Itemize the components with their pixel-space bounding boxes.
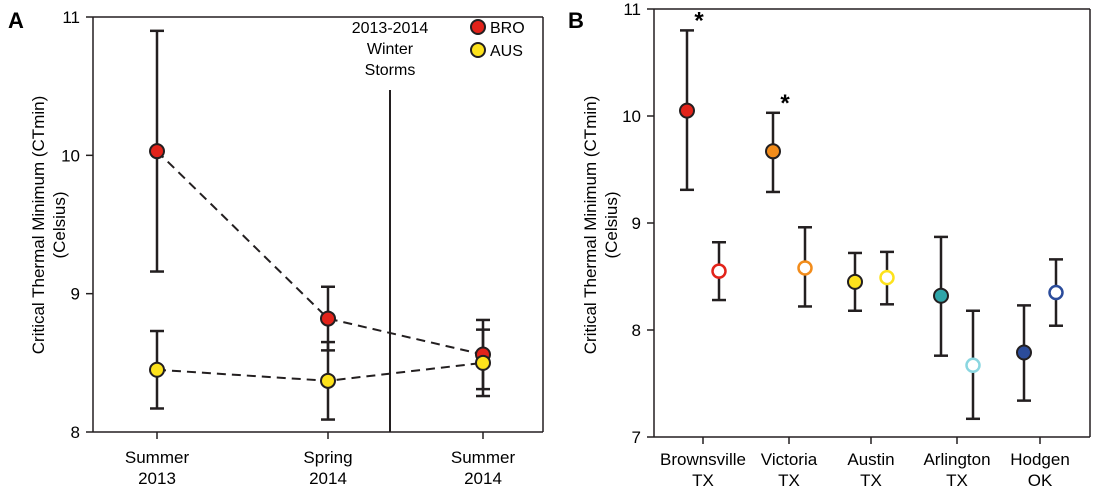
data-point-hodgen-open: [1048, 284, 1064, 301]
panel-a-x-tick-label-line2: 2014: [464, 469, 502, 488]
panel-a-y-ticks: 8 9 10 11: [61, 8, 93, 442]
data-point-bro: [149, 143, 165, 160]
panel-a-x-ticks: Summer 2013 Spring 2014 Summer 2014: [125, 432, 516, 488]
panel-b-x-tick-label-line1: Victoria: [761, 450, 818, 469]
panel-b-y-tick-label: 10: [622, 107, 641, 126]
data-point-victoria-open: [797, 260, 813, 276]
panel-b-y-tick-label: 8: [632, 321, 641, 340]
data-point-aus: [320, 372, 336, 389]
panel-b-y-tick-label: 9: [632, 214, 641, 233]
panel-b-x-tick-label-line2: TX: [860, 471, 882, 490]
panel-b-y-ticks: 7 8 9 10 11: [622, 0, 654, 447]
panel-b-x-tick-label-line2: OK: [1028, 471, 1053, 490]
data-point-austin-filled: [847, 273, 863, 290]
panel-a-x-tick-label-line1: Summer: [451, 448, 516, 467]
panel-b-points: **: [679, 7, 1064, 421]
data-point-hodgen-filled: [1016, 344, 1032, 361]
panel-a-legend: BRO AUS: [470, 19, 525, 60]
panel-a-x-tick-label-line1: Summer: [125, 448, 190, 467]
panel-b-y-tick-label: 7: [632, 428, 641, 447]
panel-a: A Critical Thermal Minimum (CTmin) (Cels…: [8, 8, 544, 488]
panel-b-axes: [653, 8, 1091, 438]
panel-b-x-tick-label-line2: TX: [946, 471, 968, 490]
panel-b-y-tick-label: 11: [623, 0, 641, 19]
panel-b-x-tick-label-line1: Hodgen: [1010, 450, 1070, 469]
panel-a-y-title-line2: (Celsius): [50, 191, 69, 258]
legend-label-aus: AUS: [490, 43, 523, 60]
legend-label-bro: BRO: [490, 20, 525, 37]
panel-b-x-tick-label-line1: Arlington: [923, 450, 990, 469]
panel-b-x-ticks: Brownsville TX Victoria TX Austin TX Arlington…: [660, 437, 1070, 490]
significance-star: *: [694, 7, 704, 34]
panel-b-x-tick-label-line1: Austin: [847, 450, 894, 469]
panel-b-letter: B: [568, 8, 584, 33]
data-point-victoria-filled: [765, 143, 781, 160]
panel-b-x-tick-label-line2: TX: [778, 471, 800, 490]
data-point-bro: [320, 310, 336, 327]
legend-marker-bro: [470, 19, 486, 35]
panel-a-y-tick-label: 8: [71, 423, 80, 442]
winter-storms-label-line2: Winter: [367, 41, 414, 58]
winter-storms-label-line3: Storms: [365, 62, 416, 79]
panel-a-axes: [92, 16, 544, 433]
panel-b-y-title: Critical Thermal Minimum (CTmin) (Celsiu…: [581, 96, 621, 354]
data-point-brownsville-open: [711, 263, 727, 279]
winter-storms-annotation: 2013-2014 Winter Storms: [352, 20, 429, 432]
panel-a-y-title: Critical Thermal Minimum (CTmin) (Celsiu…: [29, 96, 69, 354]
data-point-aus: [475, 354, 491, 371]
panel-b-x-tick-label-line2: TX: [692, 471, 714, 490]
significance-star: *: [780, 90, 790, 117]
panel-a-y-tick-label: 11: [62, 8, 80, 27]
panel-a-x-tick-label-line2: 2013: [138, 469, 176, 488]
panel-a-series: [149, 29, 491, 421]
panel-b-y-title-line2: (Celsius): [602, 191, 621, 258]
panel-a-y-tick-label: 10: [61, 146, 80, 165]
series-line-aus: [156, 361, 484, 382]
data-point-arlington-filled: [933, 287, 949, 304]
panel-a-x-tick-label-line2: 2014: [309, 469, 347, 488]
series-line-bro: [156, 150, 484, 356]
panel-b: B Critical Thermal Minimum (CTmin) (Cels…: [568, 0, 1091, 490]
data-point-aus: [149, 361, 165, 378]
panel-b-y-title-line1: Critical Thermal Minimum (CTmin): [581, 96, 600, 354]
data-point-austin-open: [879, 269, 895, 286]
legend-marker-aus: [470, 42, 486, 58]
panel-b-x-tick-label-line1: Brownsville: [660, 450, 746, 469]
panel-a-y-title-line1: Critical Thermal Minimum (CTmin): [29, 96, 48, 354]
winter-storms-label-line1: 2013-2014: [352, 20, 429, 37]
panel-a-x-tick-label-line1: Spring: [303, 448, 352, 467]
panel-a-letter: A: [8, 8, 24, 33]
data-point-brownsville-filled: [679, 102, 695, 119]
panel-a-y-tick-label: 9: [71, 285, 80, 304]
data-point-arlington-open: [965, 357, 981, 374]
